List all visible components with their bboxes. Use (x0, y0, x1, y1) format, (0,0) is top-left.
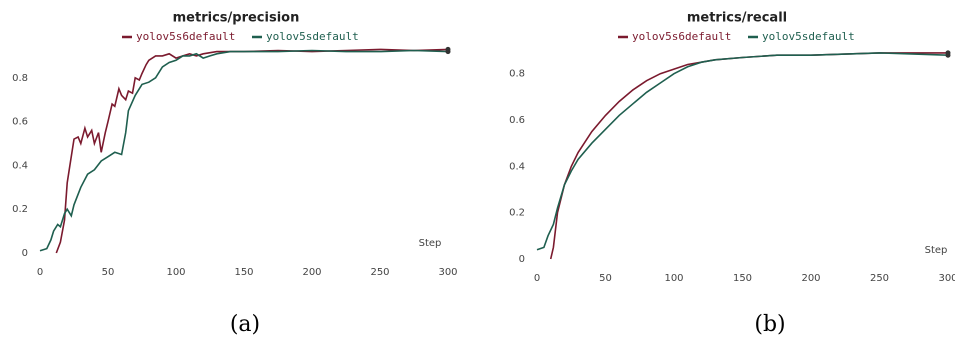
legend-label: yolov5sdefault (266, 30, 359, 43)
x-tick-label: 200 (801, 273, 820, 284)
x-tick-label: 250 (370, 267, 389, 278)
y-tick-label: 0.4 (509, 161, 525, 172)
y-tick-label: 0.2 (12, 204, 28, 215)
caption: (a) (230, 312, 260, 337)
x-tick-label: 0 (37, 267, 43, 278)
y-tick-label: 0.4 (12, 160, 28, 171)
x-tick-label: 250 (870, 273, 889, 284)
chart-panel: metrics/recall 0 0.2 0.4 0.6 0.8 0 50 100 150 200 2… (509, 11, 955, 338)
x-axis-label: Step (925, 245, 948, 256)
legend-label: yolov5s6default (136, 30, 235, 43)
end-point (445, 49, 451, 55)
x-tick-label: 300 (938, 273, 955, 284)
y-tick-label: 0 (22, 248, 28, 259)
x-tick-label: 100 (166, 267, 185, 278)
x-tick-label: 100 (664, 273, 683, 284)
y-tick-label: 0.6 (12, 117, 28, 128)
y-tick-label: 0.2 (509, 208, 525, 219)
series-line (549, 52, 948, 260)
legend-label: yolov5s6default (632, 30, 731, 43)
end-point (945, 52, 951, 58)
chart-title: metrics/recall (687, 11, 787, 26)
series-line (55, 48, 449, 254)
x-tick-label: 0 (534, 273, 540, 284)
x-tick-label: 150 (234, 267, 253, 278)
y-tick-label: 0 (519, 254, 525, 265)
x-tick-label: 150 (733, 273, 752, 284)
x-tick-label: 50 (102, 267, 115, 278)
caption: (b) (754, 312, 785, 337)
chart-title: metrics/precision (173, 11, 300, 26)
series-line (39, 49, 449, 252)
chart-panel: metrics/precision 0 0.2 0.4 0.6 0.8 0 50 100 150 2… (12, 11, 457, 338)
y-tick-label: 0.6 (509, 115, 525, 126)
legend-label: yolov5sdefault (762, 30, 855, 43)
y-tick-label: 0.8 (12, 73, 28, 84)
series-line (536, 52, 949, 251)
y-tick-label: 0.8 (509, 69, 525, 80)
x-tick-label: 200 (302, 267, 321, 278)
x-tick-label: 50 (599, 273, 612, 284)
x-tick-label: 300 (438, 267, 457, 278)
x-axis-label: Step (419, 238, 442, 249)
